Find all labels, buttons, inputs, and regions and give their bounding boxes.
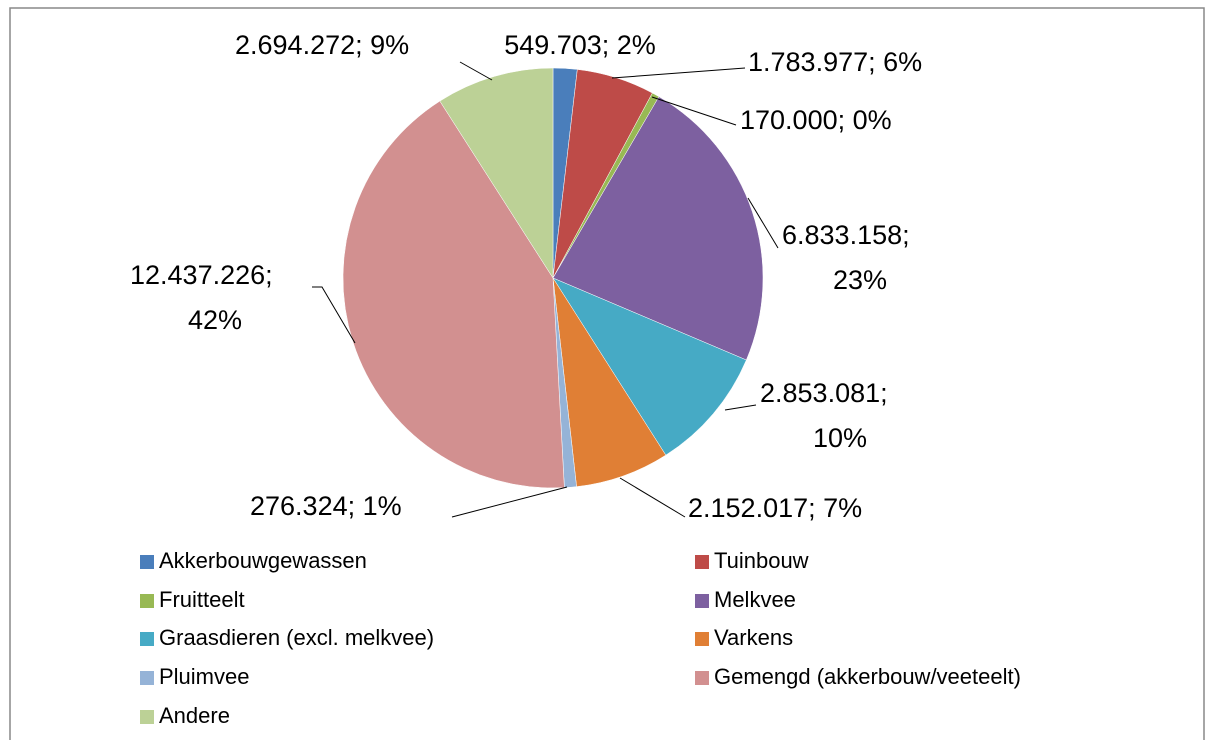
leader-line <box>459 61 493 81</box>
data-label: 1.783.977; 6% <box>748 47 922 77</box>
leader-line <box>619 477 686 518</box>
legend-swatch <box>695 671 709 685</box>
legend-swatch <box>695 632 709 646</box>
legend-label: Pluimvee <box>159 664 249 689</box>
legend-swatch <box>140 594 154 608</box>
pie-slice <box>552 277 747 456</box>
leader-line <box>724 404 757 411</box>
legend-label: Andere <box>159 703 230 728</box>
pie-slice <box>342 100 565 489</box>
leader-line <box>651 96 737 126</box>
chart-frame <box>9 7 1205 740</box>
data-label: 12.437.226; 42% <box>130 260 273 335</box>
legend-label: Graasdieren (excl. melkvee) <box>159 625 434 650</box>
pie-slice <box>552 96 764 361</box>
legend-label: Gemengd (akkerbouw/veeteelt) <box>714 664 1021 689</box>
pie-slice <box>439 67 554 279</box>
leader-line <box>747 197 779 249</box>
legend-label: Varkens <box>714 625 793 650</box>
leader-line <box>312 286 356 344</box>
legend-label: Fruitteelt <box>159 587 245 612</box>
data-label: 2.152.017; 7% <box>688 493 862 523</box>
leader-line <box>611 67 746 79</box>
legend-swatch <box>695 555 709 569</box>
legend-label: Tuinbouw <box>714 548 809 573</box>
legend-label: Akkerbouwgewassen <box>159 548 367 573</box>
data-label: 6.833.158; 23% <box>782 220 910 295</box>
legend-swatch <box>140 671 154 685</box>
leader-line <box>451 486 568 518</box>
legend-label: Melkvee <box>714 587 796 612</box>
legend-swatch <box>140 710 154 724</box>
legend-swatch <box>695 594 709 608</box>
legend-swatch <box>140 632 154 646</box>
data-label: 276.324; 1% <box>250 491 402 521</box>
legend-swatch <box>140 555 154 569</box>
data-label: 2.694.272; 9% <box>235 30 409 60</box>
data-label: 2.853.081; 10% <box>760 378 888 453</box>
data-label: 170.000; 0% <box>740 105 892 135</box>
data-label: 549.703; 2% <box>504 30 656 60</box>
